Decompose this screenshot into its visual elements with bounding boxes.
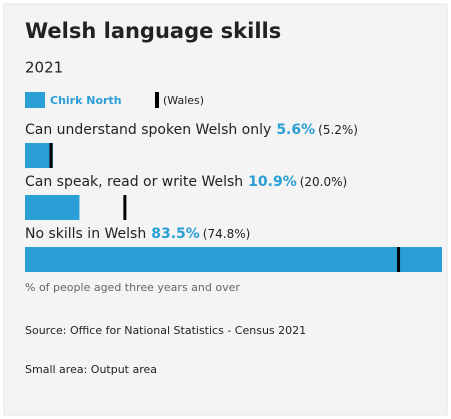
x-axis-label: % of people aged three years and over [25, 281, 240, 294]
category-label: No skills in Welsh [25, 226, 146, 242]
note: Small area: Output area [25, 363, 157, 376]
value-label: 83.5% [151, 226, 200, 242]
bar [25, 247, 442, 272]
chart-title: Welsh language skills [25, 19, 281, 43]
comparison-marker [397, 247, 401, 272]
category-row: Can speak, read or write Welsh 10.9% (20.0… [25, 174, 347, 190]
comparison-label: (5.2%) [318, 123, 358, 137]
legend-label: Chirk North [50, 94, 122, 107]
comparison-label: (20.0%) [300, 175, 347, 189]
comparison-label: (74.8%) [203, 227, 250, 241]
category-label: Can understand spoken Welsh only [25, 122, 271, 138]
bar [25, 143, 53, 168]
value-label: 10.9% [248, 174, 297, 190]
comparison-marker [123, 195, 127, 220]
note: Source: Office for National Statistics -… [25, 324, 306, 337]
category-row: Can understand spoken Welsh only 5.6% (5.2… [25, 122, 358, 138]
legend-swatch [25, 92, 45, 108]
chart-subtitle: 2021 [25, 59, 63, 77]
legend-label: (Wales) [163, 94, 204, 107]
category-row: No skills in Welsh 83.5% (74.8%) [25, 226, 250, 242]
value-label: 5.6% [276, 122, 315, 138]
comparison-marker [49, 143, 53, 168]
legend-marker [155, 92, 159, 108]
bar [25, 195, 80, 220]
category-label: Can speak, read or write Welsh [25, 174, 243, 190]
